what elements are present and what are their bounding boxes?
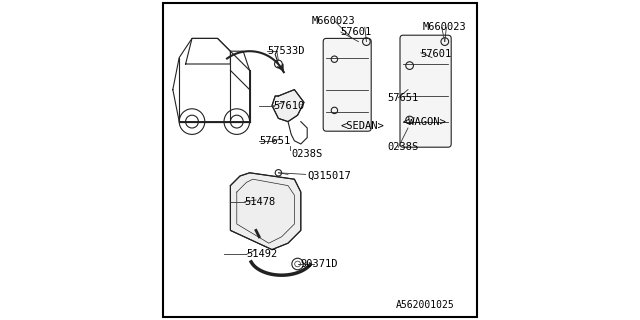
Text: 0238S: 0238S [291, 148, 323, 159]
Text: 57651: 57651 [259, 136, 291, 146]
Text: Q315017: Q315017 [307, 171, 351, 181]
Polygon shape [230, 173, 301, 250]
Text: <SEDAN>: <SEDAN> [340, 121, 385, 132]
Text: 57610: 57610 [274, 100, 305, 111]
Text: M660023: M660023 [312, 16, 356, 26]
Text: 0238S: 0238S [387, 142, 419, 152]
FancyBboxPatch shape [323, 38, 371, 131]
Text: 51492: 51492 [246, 249, 278, 260]
Text: A562001025: A562001025 [396, 300, 454, 310]
Text: 57601: 57601 [340, 27, 372, 37]
FancyBboxPatch shape [400, 35, 451, 147]
Polygon shape [272, 90, 304, 122]
Text: <WAGON>: <WAGON> [403, 116, 446, 127]
Text: 57651: 57651 [387, 92, 419, 103]
Text: M660023: M660023 [422, 22, 466, 32]
Text: 57533D: 57533D [268, 46, 305, 56]
Text: 51478: 51478 [245, 196, 276, 207]
Text: 57601: 57601 [421, 49, 452, 60]
Text: 90371D: 90371D [301, 259, 339, 269]
